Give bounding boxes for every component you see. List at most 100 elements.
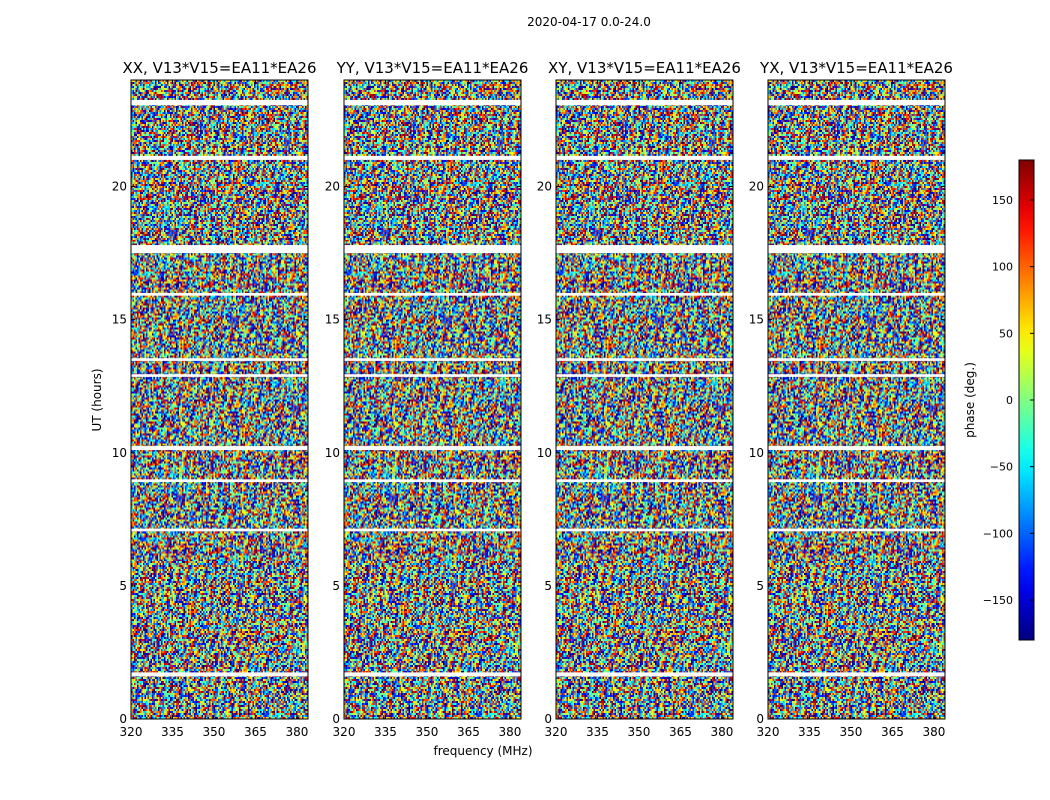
flagged-gap: [768, 99, 945, 106]
flagged-gap: [344, 672, 521, 677]
flagged-gap: [556, 374, 733, 377]
flagged-gap: [131, 374, 308, 377]
x-tick-label: 320: [333, 725, 356, 739]
flagged-gap: [344, 293, 521, 296]
y-axis-label: UT (hours): [90, 368, 104, 431]
colorbar-label: phase (deg.): [963, 362, 977, 438]
flagged-gap: [344, 528, 521, 532]
x-tick-label: 365: [669, 725, 692, 739]
flagged-gap: [344, 374, 521, 377]
flagged-gap: [556, 446, 733, 451]
flagged-gap: [768, 374, 945, 377]
y-tick-label: 20: [325, 180, 340, 194]
phase-waterfall-image: [131, 80, 308, 719]
flagged-gap: [556, 528, 733, 532]
y-tick-label: 0: [332, 712, 340, 726]
flagged-gap: [768, 479, 945, 483]
flagged-gap: [344, 358, 521, 361]
flagged-gap: [131, 528, 308, 532]
panel-title: YX, V13*V15=EA11*EA26: [759, 59, 953, 77]
flagged-gap: [344, 245, 521, 254]
y-tick-label: 20: [537, 180, 552, 194]
panel-title: YY, V13*V15=EA11*EA26: [336, 59, 529, 77]
colorbar-tick-label: −150: [983, 594, 1013, 607]
x-tick-label: 335: [374, 725, 397, 739]
colorbar-tick-label: 0: [1006, 394, 1013, 407]
panel-yx: YX, V13*V15=EA11*EA26 320 335 350 365 380 0 5 10…: [749, 59, 953, 739]
x-tick-label: 380: [498, 725, 521, 739]
flagged-gap: [768, 155, 945, 160]
x-tick-label: 335: [161, 725, 184, 739]
phase-waterfall-image: [768, 80, 945, 719]
colorbar-tick-label: −50: [990, 461, 1013, 474]
panel-title: XX, V13*V15=EA11*EA26: [122, 59, 316, 77]
flagged-gap: [768, 446, 945, 451]
flagged-gap: [131, 99, 308, 106]
flagged-gap: [131, 358, 308, 361]
y-tick-label: 0: [119, 712, 127, 726]
panel-yy: YY, V13*V15=EA11*EA26 320 335 350 365 380 0 5 10…: [325, 59, 529, 739]
y-tick-label: 10: [112, 446, 127, 460]
flagged-gap: [768, 358, 945, 361]
x-tick-label: 350: [628, 725, 651, 739]
panel-xx: XX, V13*V15=EA11*EA26 320 335 350 365 380 0 5 10…: [112, 59, 317, 739]
panels-group: XX, V13*V15=EA11*EA26 320 335 350 365 380 0 5 10…: [112, 59, 953, 739]
y-tick-label: 15: [537, 313, 552, 327]
phase-colorbar: 150 100 50 0 −50 −100 −150: [983, 159, 1035, 641]
y-tick-label: 20: [749, 180, 764, 194]
x-tick-label: 320: [545, 725, 568, 739]
flagged-gap: [768, 528, 945, 532]
x-tick-label: 350: [416, 725, 439, 739]
panel-title: XY, V13*V15=EA11*EA26: [548, 59, 741, 77]
x-axis-label: frequency (MHz): [433, 744, 532, 758]
panel-frame: [767, 79, 946, 720]
flagged-gap: [344, 155, 521, 160]
y-tick-label: 10: [749, 446, 764, 460]
flagged-gap: [344, 99, 521, 106]
y-tick-label: 5: [332, 579, 340, 593]
y-tick-label: 10: [325, 446, 340, 460]
colorbar-tick-label: 50: [999, 327, 1013, 340]
x-tick-label: 335: [586, 725, 609, 739]
x-tick-label: 365: [244, 725, 267, 739]
colorbar-tick-label: 150: [992, 194, 1013, 207]
x-tick-label: 335: [798, 725, 821, 739]
x-tick-label: 380: [710, 725, 733, 739]
y-tick-label: 10: [537, 446, 552, 460]
x-tick-label: 350: [203, 725, 226, 739]
flagged-gap: [556, 99, 733, 106]
panel-xy: XY, V13*V15=EA11*EA26 320 335 350 365 380 0 5 10…: [537, 59, 741, 739]
flagged-gap: [556, 245, 733, 254]
flagged-gap: [556, 293, 733, 296]
flagged-gap: [556, 155, 733, 160]
y-tick-label: 0: [756, 712, 764, 726]
flagged-gap: [131, 479, 308, 483]
flagged-gap: [131, 155, 308, 160]
panel-frame: [130, 79, 309, 720]
flagged-gap: [556, 672, 733, 677]
flagged-gap: [768, 672, 945, 677]
phase-waterfall-image: [556, 80, 733, 719]
flagged-gap: [768, 293, 945, 296]
flagged-gap: [556, 479, 733, 483]
y-tick-label: 5: [756, 579, 764, 593]
x-tick-label: 350: [840, 725, 863, 739]
y-tick-label: 0: [544, 712, 552, 726]
x-tick-label: 380: [285, 725, 308, 739]
flagged-gap: [556, 358, 733, 361]
panel-frame: [555, 79, 734, 720]
y-tick-label: 15: [325, 313, 340, 327]
panel-frame: [343, 79, 522, 720]
colorbar-tick-label: 100: [992, 261, 1013, 274]
x-tick-label: 365: [457, 725, 480, 739]
y-tick-label: 20: [112, 180, 127, 194]
flagged-gap: [131, 446, 308, 451]
x-tick-label: 320: [757, 725, 780, 739]
y-tick-label: 15: [749, 313, 764, 327]
y-tick-label: 5: [544, 579, 552, 593]
phase-waterfall-image: [344, 80, 521, 719]
flagged-gap: [131, 245, 308, 254]
x-tick-label: 365: [881, 725, 904, 739]
y-tick-label: 15: [112, 313, 127, 327]
